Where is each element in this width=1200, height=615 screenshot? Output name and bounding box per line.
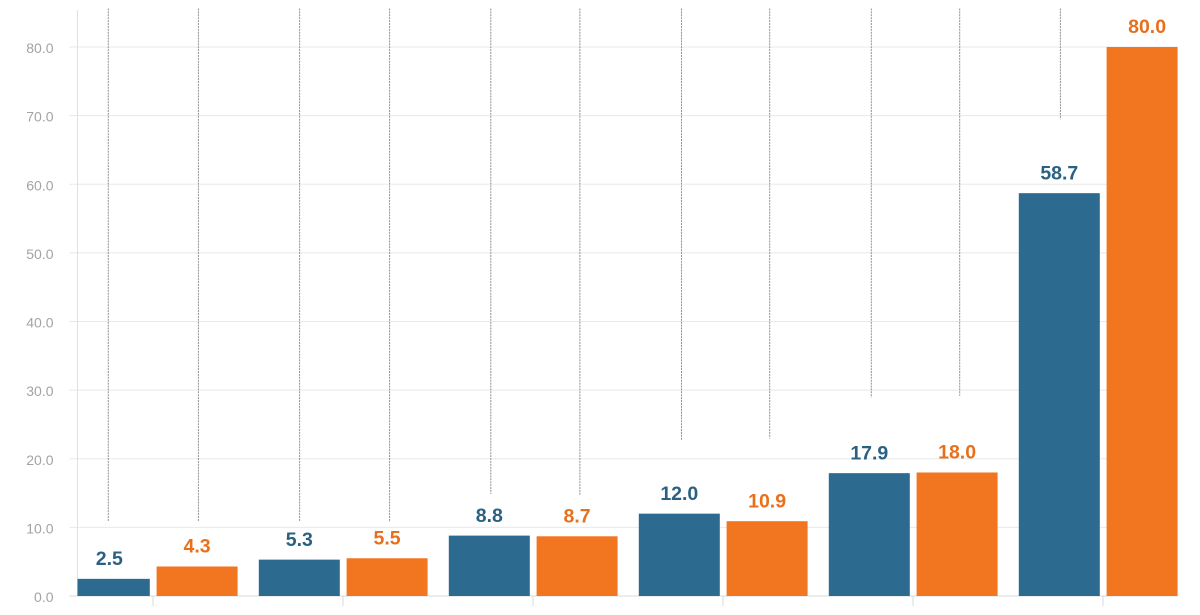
svg-text:2.5: 2.5 bbox=[96, 548, 123, 570]
svg-text:8.7: 8.7 bbox=[564, 506, 591, 528]
svg-text:17.9: 17.9 bbox=[850, 442, 888, 464]
svg-text:0.0: 0.0 bbox=[34, 589, 54, 605]
svg-text:8.8: 8.8 bbox=[476, 505, 503, 527]
svg-text:50.0: 50.0 bbox=[26, 246, 53, 262]
svg-text:12.0: 12.0 bbox=[660, 483, 698, 505]
svg-text:10.0: 10.0 bbox=[26, 520, 53, 536]
svg-text:40.0: 40.0 bbox=[26, 315, 53, 331]
svg-text:18.0: 18.0 bbox=[938, 442, 976, 464]
svg-text:58.7: 58.7 bbox=[1040, 162, 1078, 184]
svg-text:80.0: 80.0 bbox=[1128, 16, 1166, 38]
svg-text:30.0: 30.0 bbox=[26, 383, 53, 399]
svg-text:80.0: 80.0 bbox=[26, 40, 53, 56]
svg-text:5.3: 5.3 bbox=[286, 529, 313, 551]
svg-text:4.3: 4.3 bbox=[184, 536, 211, 558]
svg-text:10.9: 10.9 bbox=[748, 490, 786, 512]
svg-text:5.5: 5.5 bbox=[374, 527, 401, 549]
svg-text:20.0: 20.0 bbox=[26, 452, 53, 468]
svg-text:60.0: 60.0 bbox=[26, 177, 53, 193]
svg-text:70.0: 70.0 bbox=[26, 109, 53, 125]
